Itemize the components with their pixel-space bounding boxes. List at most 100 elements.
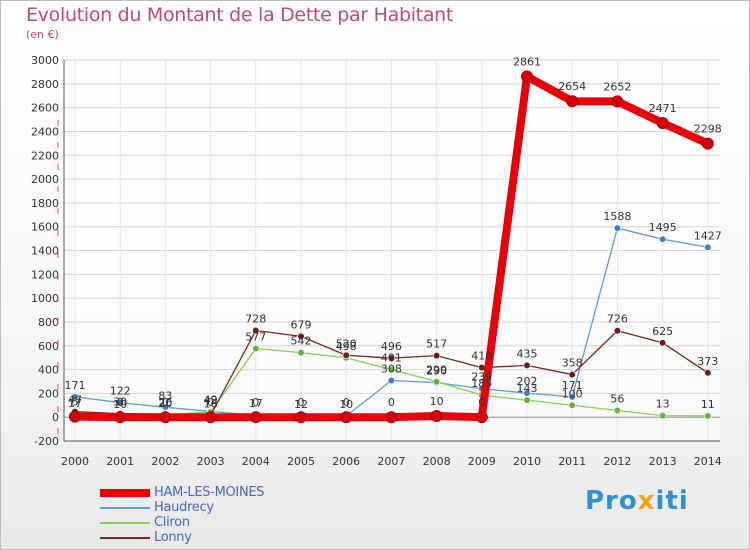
data-label-haudrecy: 10 [339, 398, 353, 411]
x-tick-label: 2002 [151, 455, 179, 468]
axis-layer: -200020040060080010001200140016001800200… [31, 54, 722, 468]
x-tick-label: 2001 [106, 455, 134, 468]
data-label-ham-les-moines: 2652 [603, 80, 631, 93]
data-label-ham-les-moines: 0 [478, 396, 485, 409]
data-label-cliron: 11 [701, 398, 715, 411]
x-tick-label: 2013 [649, 455, 677, 468]
data-label-haudrecy: 202 [517, 375, 538, 388]
data-label-lonny: 358 [562, 357, 583, 370]
x-tick-label: 2005 [287, 455, 315, 468]
legend-label: Cliron [154, 515, 190, 530]
data-label-cliron: 185 [471, 377, 492, 390]
data-point-ham-les-moines [295, 411, 307, 424]
data-label-haudrecy: 239 [471, 371, 492, 384]
data-point-cliron [387, 365, 396, 374]
data-point-cliron [433, 377, 441, 386]
data-label-cliron: 401 [381, 351, 402, 364]
data-label-lonny: 625 [652, 325, 673, 338]
data-point-ham-les-moines [656, 116, 669, 129]
y-tick-label: 2200 [31, 149, 59, 162]
legend-item-haudrecy: Haudrecy [100, 500, 330, 516]
x-tick-label: 2012 [603, 455, 631, 468]
data-point-lonny [704, 369, 712, 377]
data-point-ham-les-moines [430, 409, 443, 422]
data-point-ham-les-moines [159, 411, 172, 424]
chart-title: Evolution du Montant de la Dette par Hab… [26, 4, 454, 26]
y-tick-label: 800 [38, 316, 59, 329]
data-point-cliron [568, 401, 576, 409]
data-point-cliron [658, 412, 667, 420]
data-label-cliron: 13 [656, 398, 670, 411]
y-tick-label: 2000 [31, 173, 59, 186]
data-label-lonny: 496 [381, 340, 402, 353]
data-label-cliron: 577 [245, 330, 266, 343]
data-point-haudrecy [71, 393, 79, 401]
x-tick-label: 2011 [558, 455, 586, 468]
data-label-lonny: 16 [204, 397, 218, 410]
y-tick-label: 2800 [31, 78, 59, 91]
data-point-ham-les-moines [340, 411, 353, 424]
data-point-ham-les-moines [114, 411, 127, 424]
data-point-ham-les-moines [701, 137, 714, 150]
data-label-lonny: 26 [158, 396, 172, 409]
data-label-ham-les-moines: 0 [252, 396, 259, 409]
y-tick-label: 400 [38, 364, 59, 377]
legend-item-ham-les-moines: HAM-LES-MOINES [100, 485, 330, 501]
data-label-cliron: 56 [610, 393, 624, 406]
data-point-ham-les-moines [385, 411, 398, 424]
data-label-haudrecy: 83 [158, 389, 172, 402]
legend-item-cliron: Cliron [100, 515, 330, 531]
data-point-lonny [252, 326, 260, 335]
data-label-lonny: 520 [336, 337, 357, 350]
legend-swatch-haudrecy [100, 507, 150, 509]
data-point-haudrecy [523, 389, 531, 397]
data-label-haudrecy: 17 [249, 397, 263, 410]
legend-swatch-cliron [100, 522, 150, 524]
data-label-haudrecy: 1495 [649, 221, 677, 234]
data-label-lonny: 517 [426, 338, 447, 351]
y-tick-label: -200 [34, 435, 59, 448]
data-label-ham-les-moines: 2654 [558, 80, 586, 93]
x-tick-label: 2014 [694, 455, 722, 468]
data-label-cliron: 17 [68, 397, 82, 410]
data-label-ham-les-moines: 10 [430, 395, 444, 408]
y-tick-label: 600 [38, 340, 59, 353]
data-label-cliron: 498 [336, 340, 357, 353]
data-point-cliron [704, 412, 712, 420]
data-label-haudrecy: 171 [65, 379, 86, 392]
data-label-ham-les-moines: 0 [298, 396, 305, 409]
data-label-cliron: 143 [517, 382, 538, 395]
data-label-ham-les-moines: 5 [72, 396, 79, 409]
data-label-ham-les-moines: 0 [343, 396, 350, 409]
data-point-haudrecy [613, 224, 622, 232]
data-point-lonny [387, 354, 396, 362]
data-label-ham-les-moines: 0 [207, 396, 214, 409]
data-label-ham-les-moines: 0 [162, 396, 169, 409]
chart-unit: (en €) [26, 28, 59, 41]
data-point-cliron [523, 396, 531, 404]
data-label-cliron: 100 [562, 387, 583, 400]
data-point-haudrecy [704, 243, 712, 251]
data-point-haudrecy [568, 393, 576, 401]
y-tick-label: 200 [38, 387, 59, 400]
proxiti-logo: Proxiti [585, 486, 689, 516]
y-tick-label: 1200 [31, 268, 59, 281]
y-tick-label: 2400 [31, 125, 59, 138]
data-label-haudrecy: 49 [204, 393, 218, 406]
y-tick-label: 1000 [31, 292, 59, 305]
data-point-cliron [613, 406, 622, 415]
legend-item-lonny: Lonny [100, 530, 330, 546]
x-tick-label: 2003 [197, 455, 225, 468]
x-tick-label: 2006 [332, 455, 360, 468]
data-point-ham-les-moines [204, 411, 217, 424]
data-label-lonny: 679 [291, 318, 312, 331]
data-point-ham-les-moines [611, 95, 624, 108]
data-label-cliron: 299 [426, 364, 447, 377]
data-label-lonny: 435 [517, 347, 538, 360]
data-label-haudrecy: 1588 [603, 210, 631, 223]
y-tick-label: 0 [52, 411, 59, 424]
data-label-cliron: 43 [204, 394, 218, 407]
data-point-lonny [613, 327, 622, 335]
